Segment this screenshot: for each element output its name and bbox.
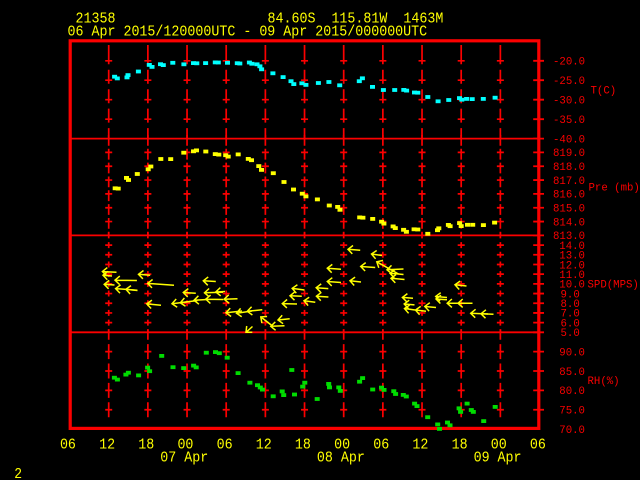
svg-text:00: 00	[491, 437, 507, 454]
svg-text:T(C): T(C)	[591, 85, 617, 97]
svg-text:814.0: 814.0	[553, 217, 585, 229]
svg-text:815.0: 815.0	[553, 204, 585, 216]
svg-text:9.0: 9.0	[561, 289, 580, 301]
svg-text:-40.0: -40.0	[553, 134, 585, 146]
svg-text:RH(%): RH(%)	[588, 376, 620, 388]
svg-text:-30.0: -30.0	[553, 96, 585, 108]
svg-text:12: 12	[256, 437, 272, 454]
svg-text:06: 06	[60, 437, 76, 454]
svg-text:80.0: 80.0	[559, 386, 585, 398]
svg-text:21358: 21358	[76, 11, 116, 28]
svg-text:06 Apr 2015/120000UTC - 09 Apr: 06 Apr 2015/120000UTC - 09 Apr 2015/0000…	[68, 24, 428, 41]
svg-text:10.0: 10.0	[559, 280, 585, 292]
svg-text:8.0: 8.0	[561, 299, 580, 311]
svg-text:00: 00	[177, 437, 193, 454]
svg-text:06: 06	[217, 437, 233, 454]
svg-text:90.0: 90.0	[559, 347, 585, 359]
svg-text:18: 18	[138, 437, 154, 454]
svg-text:818.0: 818.0	[553, 162, 585, 174]
svg-text:-20.0: -20.0	[553, 57, 585, 69]
svg-text:00: 00	[334, 437, 350, 454]
svg-text:-25.0: -25.0	[553, 76, 585, 88]
svg-text:-35.0: -35.0	[553, 115, 585, 127]
svg-text:12: 12	[412, 437, 428, 454]
svg-text:7.0: 7.0	[561, 309, 580, 321]
svg-text:13.0: 13.0	[559, 251, 585, 263]
svg-text:14.0: 14.0	[559, 241, 585, 253]
svg-text:70.0: 70.0	[559, 425, 585, 437]
svg-text:816.0: 816.0	[553, 190, 585, 202]
svg-text:11.0: 11.0	[559, 270, 585, 282]
svg-text:07 Apr: 07 Apr	[160, 450, 208, 467]
svg-text:08 Apr: 08 Apr	[317, 450, 365, 467]
svg-text:5.0: 5.0	[561, 328, 580, 340]
svg-text:819.0: 819.0	[553, 148, 585, 160]
svg-text:18: 18	[295, 437, 311, 454]
svg-text:84.60S 115.81W 1463M: 84.60S 115.81W 1463M	[268, 11, 444, 28]
svg-text:09 Apr: 09 Apr	[474, 450, 522, 467]
svg-text:12.0: 12.0	[559, 260, 585, 272]
svg-text:813.0: 813.0	[553, 231, 585, 243]
svg-text:Pre (mb): Pre (mb)	[589, 183, 640, 195]
svg-text:06: 06	[373, 437, 389, 454]
svg-text:6.0: 6.0	[561, 318, 580, 330]
svg-text:85.0: 85.0	[559, 367, 585, 379]
svg-text:12: 12	[99, 437, 115, 454]
svg-text:817.0: 817.0	[553, 176, 585, 188]
svg-text:75.0: 75.0	[559, 406, 585, 418]
svg-text:06: 06	[530, 437, 546, 454]
svg-text:18: 18	[452, 437, 468, 454]
svg-text:SPD(MPS): SPD(MPS)	[588, 280, 639, 292]
svg-text:2: 2	[14, 468, 22, 480]
